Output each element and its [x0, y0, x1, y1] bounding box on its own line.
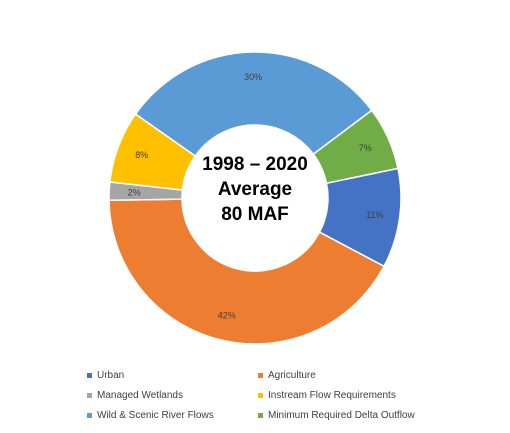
slice-minimum-required-delta-outflow	[312, 109, 399, 185]
donut-slices	[108, 51, 402, 345]
slice-label: 8%	[135, 150, 148, 160]
center-text-line: Average	[218, 179, 292, 200]
slice-label: 30%	[244, 72, 262, 82]
center-title: 1998 – 2020 Average 80 MAF	[202, 154, 308, 225]
slice-label: 2%	[128, 187, 141, 197]
slice-labels: 11% 42% 2% 8% 30% 7%	[128, 72, 384, 321]
slice-agriculture	[108, 198, 386, 345]
slice-label: 7%	[359, 143, 372, 153]
center-text-line: 80 MAF	[221, 204, 289, 225]
slice-wild-scenic-river-flows	[134, 51, 373, 158]
center-text-line: 1998 – 2020	[202, 154, 308, 175]
slice-label: 42%	[218, 311, 236, 321]
slice-label: 11%	[366, 210, 383, 220]
